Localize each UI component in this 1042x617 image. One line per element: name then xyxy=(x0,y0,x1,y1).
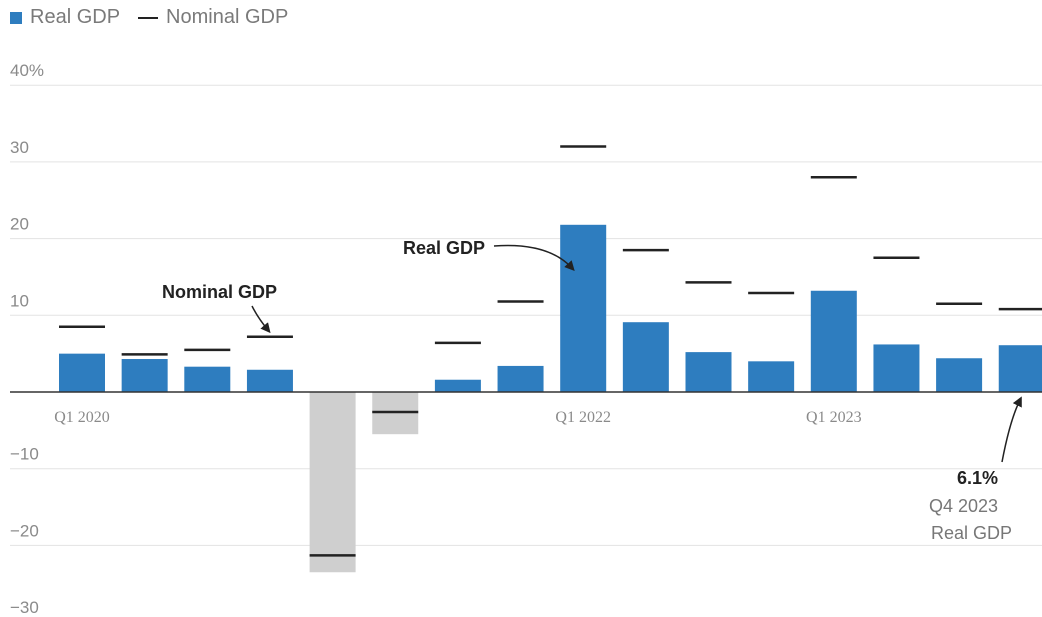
real-gdp-bar xyxy=(121,359,168,392)
real-gdp-bar xyxy=(184,366,231,392)
real-gdp-bar xyxy=(59,353,105,392)
legend-label-real-gdp: Real GDP xyxy=(30,6,121,28)
legend-item-nominal-gdp: Nominal GDP xyxy=(138,6,288,29)
legend-swatch-real-gdp xyxy=(10,11,22,24)
nominal-gdp-markers xyxy=(59,145,1042,557)
real-gdp-bar xyxy=(685,352,732,392)
real-gdp-bars xyxy=(59,224,1042,573)
annotation-real-gdp: Real GDP xyxy=(403,238,575,271)
real-gdp-bar xyxy=(622,322,669,392)
annotation-nominal-gdp-label: Nominal GDP xyxy=(162,282,277,302)
annotation-nominal-gdp-arrow xyxy=(251,305,271,334)
real-gdp-bar xyxy=(246,369,293,392)
legend-swatch-nominal-gdp xyxy=(138,16,159,19)
x-tick-label: Q1 2020 xyxy=(54,409,110,426)
annotation-q4-2023-arrow xyxy=(1001,396,1022,463)
real-gdp-bar xyxy=(748,361,795,392)
annotation-q4-2023-value: 6.1% xyxy=(957,468,998,488)
annotation-real-gdp-arrow xyxy=(493,244,575,271)
y-axis-tick-labels: −30 −20 −10 10 20 30 40% xyxy=(10,61,44,617)
real-gdp-bar xyxy=(998,345,1042,392)
annotation-q4-2023: 6.1% Q4 2023 Real GDP xyxy=(929,396,1022,543)
y-tick-label: −10 xyxy=(10,445,39,464)
annotation-nominal-gdp: Nominal GDP xyxy=(162,282,277,334)
real-gdp-bar xyxy=(497,365,544,392)
y-tick-label: −20 xyxy=(10,521,39,540)
y-tick-label: 20 xyxy=(10,215,29,234)
real-gdp-bar xyxy=(873,344,920,392)
legend-item-real-gdp: Real GDP xyxy=(10,6,120,29)
real-gdp-bar xyxy=(309,392,356,573)
real-gdp-bar xyxy=(936,358,983,392)
real-gdp-bar xyxy=(434,379,481,392)
annotation-q4-2023-period: Q4 2023 xyxy=(929,496,998,516)
x-tick-label: Q1 2022 xyxy=(555,409,611,426)
chart-legend: Real GDP Nominal GDP xyxy=(10,6,288,29)
real-gdp-bar xyxy=(810,290,857,392)
grid-lines xyxy=(10,84,1042,546)
y-tick-label: 30 xyxy=(10,138,29,157)
real-gdp-bar xyxy=(560,224,607,392)
y-tick-label: −30 xyxy=(10,598,39,617)
x-tick-label: Q1 2023 xyxy=(806,409,862,426)
legend-label-nominal-gdp: Nominal GDP xyxy=(166,6,289,28)
annotation-real-gdp-label: Real GDP xyxy=(403,238,485,258)
annotation-q4-2023-series: Real GDP xyxy=(931,523,1012,543)
x-axis-tick-labels: Q1 2020 Q1 2022 Q1 2023 xyxy=(54,409,861,426)
y-tick-label: 10 xyxy=(10,291,29,310)
y-tick-label: 40% xyxy=(10,61,44,80)
